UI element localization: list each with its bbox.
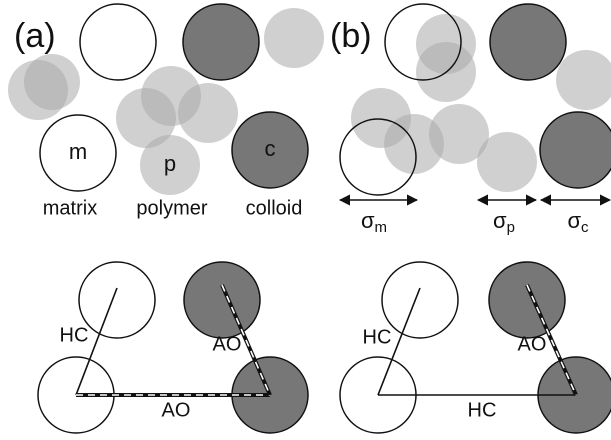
interaction-label: AO <box>518 333 547 355</box>
panel-label: (a) <box>14 17 56 55</box>
interaction-label: AO <box>162 399 191 421</box>
matrix-particle <box>39 114 117 192</box>
hc-bond <box>377 287 421 396</box>
sigma: σ <box>567 208 581 233</box>
matrix-particle <box>78 261 156 339</box>
colloid-particle <box>183 261 261 339</box>
colloid-particle <box>539 111 611 189</box>
matrix-particle <box>384 3 462 81</box>
polymer-particle <box>429 104 489 164</box>
panel-b-bottom: HC AO HC <box>339 261 611 434</box>
colloid-particle <box>489 3 567 81</box>
species-symbol: p <box>164 151 176 176</box>
matrix-particle <box>79 3 157 81</box>
panel-a-bottom: HC AO AO <box>37 261 309 434</box>
hc-bond <box>75 287 118 396</box>
species-symbol: m <box>69 139 87 164</box>
interaction-label: HC <box>468 399 497 421</box>
polymer-particle <box>178 83 238 143</box>
subscript: m <box>375 219 388 236</box>
species-symbol: c <box>265 136 276 161</box>
polymer-particle <box>477 132 537 192</box>
ao-bond-dash <box>221 284 271 396</box>
species-name: polymer <box>136 197 207 219</box>
polymer-particle <box>24 54 80 110</box>
interaction-label: HC <box>363 326 392 348</box>
size-label: σm <box>361 208 387 236</box>
polymer-particle <box>264 8 324 68</box>
size-label: σc <box>567 208 589 236</box>
colloid-particle <box>488 261 566 339</box>
panel-a-top: (a) m p c matrix polymer colloid <box>8 3 324 219</box>
subscript: c <box>581 219 589 236</box>
panel-b-top: (b) σm σp σc <box>330 3 611 236</box>
polymer-particle <box>556 50 611 110</box>
subscript: p <box>507 219 515 236</box>
interaction-label: AO <box>213 333 242 355</box>
polymer-particle <box>140 135 200 195</box>
colloid-particle <box>182 3 260 81</box>
matrix-particle <box>381 261 459 339</box>
panel-label: (b) <box>330 17 372 55</box>
sigma: σ <box>361 208 375 233</box>
interaction-label: HC <box>60 324 89 346</box>
species-name: matrix <box>43 197 97 219</box>
colloid-particle <box>231 111 309 189</box>
size-label: σp <box>493 208 515 236</box>
sigma: σ <box>493 208 507 233</box>
ao-bond-dash <box>526 284 577 396</box>
species-name: colloid <box>246 197 303 219</box>
